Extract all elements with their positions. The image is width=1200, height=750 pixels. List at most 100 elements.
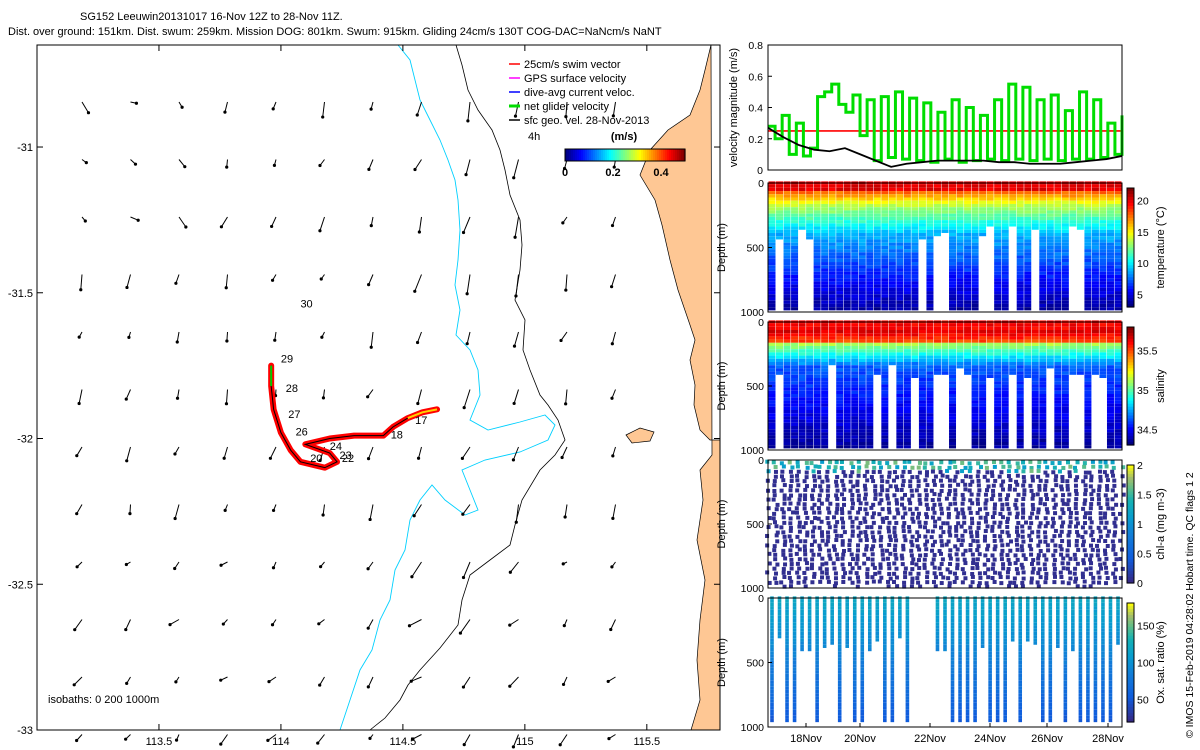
section-point bbox=[1061, 378, 1069, 382]
section-point bbox=[797, 547, 802, 552]
section-point bbox=[1012, 487, 1017, 492]
section-point bbox=[791, 294, 799, 298]
section-point bbox=[806, 194, 814, 198]
section-point bbox=[1030, 570, 1035, 575]
section-point bbox=[1058, 533, 1063, 538]
section-point bbox=[949, 262, 957, 266]
section-point bbox=[964, 281, 972, 285]
section-point bbox=[1061, 203, 1069, 208]
section-point bbox=[1076, 339, 1084, 343]
section-point bbox=[1031, 419, 1039, 423]
section-point bbox=[1076, 330, 1084, 334]
section-point bbox=[979, 406, 987, 410]
section-point bbox=[770, 635, 774, 639]
section-point bbox=[956, 291, 964, 295]
geo-velocity-arrow bbox=[514, 216, 519, 238]
section-point bbox=[1091, 281, 1099, 285]
section-point bbox=[1024, 339, 1032, 343]
geo-velocity-arrow-head bbox=[508, 623, 512, 627]
colorbar-cell bbox=[673, 149, 676, 161]
section-point bbox=[1054, 381, 1062, 385]
section-point bbox=[783, 265, 791, 269]
geo-velocity-arrow bbox=[514, 101, 519, 117]
section-point bbox=[783, 397, 791, 401]
section-point bbox=[836, 362, 844, 366]
section-point bbox=[775, 530, 780, 535]
section-point bbox=[858, 203, 866, 208]
section-point bbox=[1001, 342, 1009, 346]
section-point bbox=[1106, 278, 1114, 282]
section-point bbox=[881, 419, 889, 423]
section-point bbox=[990, 473, 995, 478]
section-point bbox=[994, 242, 1002, 246]
section-point bbox=[1099, 236, 1107, 240]
section-point bbox=[1106, 220, 1114, 224]
section-point bbox=[828, 271, 836, 275]
section-point bbox=[798, 223, 806, 227]
section-point bbox=[1016, 442, 1024, 446]
section-point bbox=[1084, 287, 1092, 292]
section-point bbox=[1114, 342, 1122, 346]
section-point bbox=[903, 262, 911, 266]
section-point bbox=[911, 326, 919, 330]
section-point bbox=[821, 438, 829, 442]
section-point bbox=[971, 236, 979, 240]
section-point bbox=[1114, 438, 1122, 442]
colorbar-cell bbox=[1127, 538, 1134, 543]
section-point bbox=[1016, 242, 1024, 246]
section-point bbox=[864, 538, 869, 543]
section-point bbox=[866, 362, 874, 366]
section-point bbox=[992, 557, 997, 562]
section-point bbox=[1024, 197, 1032, 201]
section-point bbox=[836, 216, 844, 221]
geo-velocity-arrow bbox=[463, 734, 471, 745]
section-point bbox=[896, 265, 904, 269]
section-point bbox=[820, 479, 825, 484]
section-point bbox=[797, 520, 802, 525]
section-point bbox=[813, 278, 821, 282]
section-point bbox=[994, 374, 1002, 378]
section-point bbox=[791, 184, 799, 188]
section-point bbox=[851, 378, 859, 382]
section-point bbox=[1005, 570, 1010, 575]
geo-velocity-arrow bbox=[509, 619, 519, 626]
section-point bbox=[888, 538, 893, 543]
section-point bbox=[768, 294, 776, 298]
section-point bbox=[813, 426, 821, 430]
section-point bbox=[870, 515, 875, 520]
section-point bbox=[841, 483, 846, 488]
section-point bbox=[1114, 445, 1122, 449]
colorbar-cell bbox=[1127, 359, 1134, 363]
section-point bbox=[1001, 336, 1009, 340]
section-point bbox=[926, 200, 934, 204]
geo-velocity-arrow bbox=[409, 619, 422, 627]
section-point bbox=[843, 365, 851, 369]
section-point bbox=[1054, 330, 1062, 334]
section-point bbox=[1069, 194, 1077, 198]
colorbar-cell bbox=[1127, 386, 1134, 390]
section-point bbox=[783, 326, 791, 330]
section-point bbox=[795, 544, 800, 549]
section-point bbox=[911, 519, 916, 524]
section-point bbox=[949, 438, 957, 442]
section-point bbox=[881, 213, 889, 217]
section-point bbox=[870, 530, 875, 535]
section-point bbox=[798, 368, 806, 372]
section-point bbox=[953, 544, 958, 549]
section-point bbox=[960, 479, 965, 484]
section-point bbox=[1046, 303, 1054, 308]
section-point bbox=[770, 654, 774, 658]
section-point bbox=[926, 346, 934, 350]
section-point bbox=[949, 326, 957, 330]
section-point bbox=[813, 422, 821, 426]
section-point bbox=[1084, 226, 1092, 230]
section-point bbox=[1024, 336, 1032, 340]
geo-velocity-arrow-head bbox=[270, 278, 275, 282]
section-point bbox=[985, 478, 990, 483]
section-point bbox=[1076, 197, 1084, 201]
section-point bbox=[1084, 349, 1092, 353]
section-point bbox=[1104, 581, 1109, 586]
section-point bbox=[964, 245, 972, 250]
section-point bbox=[894, 575, 899, 580]
section-point bbox=[926, 381, 934, 385]
